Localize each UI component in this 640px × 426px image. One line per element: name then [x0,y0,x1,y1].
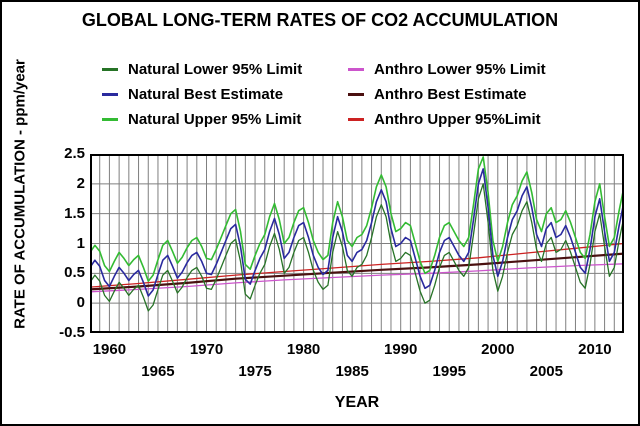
legend-item-natural-best: Natural Best Estimate [102,82,302,107]
legend-swatch-natural-best [102,93,118,96]
legend-swatch-anthro-best [348,93,364,96]
x-tick-label: 1990 [384,341,418,358]
legend-item-anthro-lower: Anthro Lower 95% Limit [348,57,546,82]
y-tick-label: 1 [76,234,85,252]
series-line [90,156,624,282]
series-line [90,263,624,293]
legend-item-anthro-upper: Anthro Upper 95%Limit [348,107,546,132]
plot-area [90,154,624,333]
y-tick-label: 0 [76,294,85,312]
legend-swatch-anthro-lower [348,68,364,71]
legend-label-anthro-upper: Anthro Upper 95%Limit [374,111,541,128]
x-tick-label: 1980 [286,341,321,358]
legend-swatch-anthro-upper [348,118,364,121]
legend-column-anthro: Anthro Lower 95% Limit Anthro Best Estim… [348,57,546,132]
legend-label-anthro-best: Anthro Best Estimate [374,86,527,103]
x-tick-label: 1975 [238,363,272,380]
x-tick-label: 1965 [141,363,175,380]
legend-item-natural-lower: Natural Lower 95% Limit [102,57,302,82]
y-axis-label: RATE OF ACCUMULATION - ppm/year [11,59,29,329]
y-tick-label: 1.5 [64,204,85,222]
series-line [90,183,624,312]
x-tick-label: 1985 [335,363,369,380]
plot-frame [90,154,624,333]
series-line [90,252,624,291]
y-tick-label: 2 [76,174,85,192]
legend-label-natural-best: Natural Best Estimate [128,86,284,103]
x-tick-label: 2000 [481,341,515,358]
y-tick-label: -0.5 [59,324,85,341]
x-axis-label: YEAR [334,394,380,411]
legend-swatch-natural-lower [102,68,118,71]
legend-column-natural: Natural Lower 95% Limit Natural Best Est… [102,57,302,132]
chart-title: GLOBAL LONG-TERM RATES OF CO2 ACCUMULATI… [81,10,559,30]
legend-label-anthro-lower: Anthro Lower 95% Limit [374,61,546,78]
x-tick-label: 1970 [189,341,224,358]
x-tick-label: 1960 [92,341,127,358]
legend-label-natural-upper: Natural Upper 95% Limit [128,111,302,128]
series-line [90,168,624,297]
y-tick-label: 2.5 [64,145,85,162]
y-tick-label: 0.5 [64,264,85,282]
legend-swatch-natural-upper [102,118,118,121]
series-line [90,242,624,288]
legend-item-anthro-best: Anthro Best Estimate [348,82,546,107]
legend-item-natural-upper: Natural Upper 95% Limit [102,107,302,132]
x-tick-label: 2010 [578,341,612,358]
x-tick-label: 2005 [529,363,563,380]
x-tick-label: 1995 [432,363,466,380]
legend-label-natural-lower: Natural Lower 95% Limit [128,61,303,78]
